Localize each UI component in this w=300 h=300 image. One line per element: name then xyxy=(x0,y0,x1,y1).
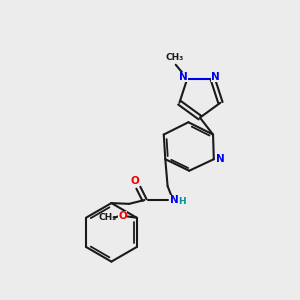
Text: N: N xyxy=(170,195,179,205)
Text: N: N xyxy=(216,154,225,164)
Text: CH₃: CH₃ xyxy=(98,213,117,222)
Text: H: H xyxy=(178,197,186,206)
Text: N: N xyxy=(211,72,220,82)
Text: N: N xyxy=(179,72,188,82)
Text: O: O xyxy=(118,211,127,221)
Text: O: O xyxy=(131,176,140,186)
Text: CH₃: CH₃ xyxy=(165,52,183,62)
